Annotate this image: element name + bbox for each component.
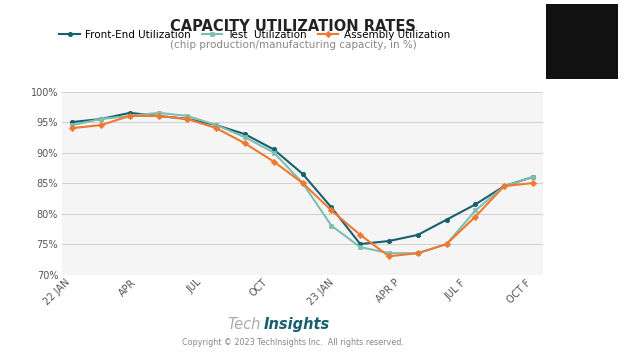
Test  Utilization <box>443 242 451 246</box>
Test  Utilization <box>328 224 335 228</box>
Front-End Utilization <box>500 184 508 188</box>
Assembly Utilization <box>472 214 479 219</box>
Front-End Utilization <box>299 172 306 176</box>
Assembly Utilization <box>69 126 76 130</box>
Text: (chip production/manufacturing capacity, in %): (chip production/manufacturing capacity,… <box>170 40 417 50</box>
Legend: Front-End Utilization, Test  Utilization, Assembly Utilization: Front-End Utilization, Test Utilization,… <box>56 27 453 43</box>
Assembly Utilization <box>414 251 422 255</box>
Front-End Utilization <box>155 114 162 118</box>
Text: Insights: Insights <box>263 316 329 332</box>
Front-End Utilization <box>356 242 364 246</box>
Front-End Utilization <box>328 205 335 209</box>
Text: CAPACITY UTILIZATION RATES: CAPACITY UTILIZATION RATES <box>170 19 416 34</box>
Line: Assembly Utilization: Assembly Utilization <box>70 114 535 258</box>
Test  Utilization <box>183 114 191 118</box>
Front-End Utilization <box>529 175 537 179</box>
Assembly Utilization <box>241 141 249 145</box>
Test  Utilization <box>270 150 278 155</box>
Test  Utilization <box>213 123 220 127</box>
Text: Tech: Tech <box>228 316 261 332</box>
Assembly Utilization <box>385 254 392 258</box>
Test  Utilization <box>69 123 76 127</box>
Assembly Utilization <box>356 233 364 237</box>
Assembly Utilization <box>299 181 306 185</box>
Front-End Utilization <box>443 218 451 222</box>
Test  Utilization <box>500 184 508 188</box>
Assembly Utilization <box>328 208 335 213</box>
Test  Utilization <box>385 251 392 255</box>
Test  Utilization <box>529 175 537 179</box>
Line: Front-End Utilization: Front-End Utilization <box>70 111 535 246</box>
Assembly Utilization <box>443 242 451 246</box>
Assembly Utilization <box>529 181 537 185</box>
Test  Utilization <box>299 181 306 185</box>
Test  Utilization <box>356 245 364 249</box>
Front-End Utilization <box>472 202 479 207</box>
Test  Utilization <box>155 111 162 115</box>
Front-End Utilization <box>385 239 392 243</box>
Front-End Utilization <box>126 111 134 115</box>
Assembly Utilization <box>126 114 134 118</box>
Assembly Utilization <box>500 184 508 188</box>
Front-End Utilization <box>69 120 76 124</box>
Assembly Utilization <box>155 114 162 118</box>
Front-End Utilization <box>414 233 422 237</box>
Line: Test  Utilization: Test Utilization <box>70 111 535 256</box>
Assembly Utilization <box>97 123 105 127</box>
Front-End Utilization <box>97 117 105 121</box>
Test  Utilization <box>97 117 105 121</box>
Front-End Utilization <box>213 123 220 127</box>
Assembly Utilization <box>183 117 191 121</box>
Test  Utilization <box>126 114 134 118</box>
Front-End Utilization <box>183 117 191 121</box>
Assembly Utilization <box>270 159 278 164</box>
Front-End Utilization <box>270 147 278 152</box>
Assembly Utilization <box>213 126 220 130</box>
Test  Utilization <box>241 135 249 139</box>
Test  Utilization <box>414 251 422 255</box>
Front-End Utilization <box>241 132 249 136</box>
Text: Copyright © 2023 TechInsights Inc.  All rights reserved.: Copyright © 2023 TechInsights Inc. All r… <box>182 338 404 347</box>
Test  Utilization <box>472 208 479 213</box>
